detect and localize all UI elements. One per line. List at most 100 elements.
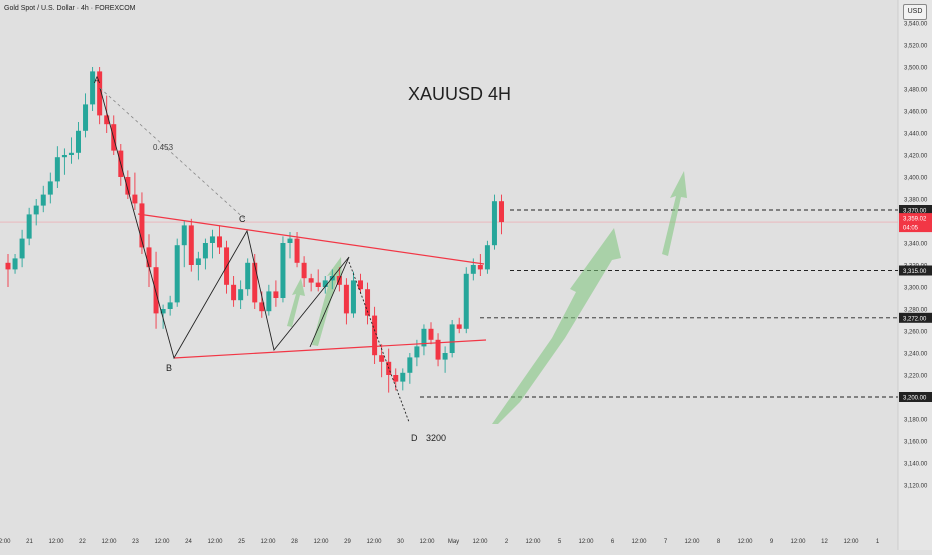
candle-body xyxy=(365,289,371,316)
candle-body xyxy=(315,282,321,287)
candle-body xyxy=(456,324,462,329)
candle-body xyxy=(90,71,96,105)
price-tag: 3,359.02 xyxy=(903,217,927,223)
candle-body xyxy=(470,265,476,274)
candle-body xyxy=(407,357,413,373)
x-tick-label: 9 xyxy=(770,539,774,545)
x-tick-label: 12:00 xyxy=(472,539,488,545)
x-tick-label: 12:00 xyxy=(525,539,541,545)
candle-body xyxy=(259,302,265,312)
label-a: A xyxy=(94,75,100,85)
x-tick-label: 12:00 xyxy=(578,539,594,545)
x-tick-label: 25 xyxy=(238,539,245,545)
candle-body xyxy=(19,238,25,259)
candle-body xyxy=(174,245,180,303)
candle-body xyxy=(202,243,208,259)
candle-body xyxy=(188,225,194,265)
candle-body xyxy=(26,214,32,239)
candle-body xyxy=(393,375,399,382)
y-tick-label: 3,460.00 xyxy=(904,110,928,116)
upper-trendline xyxy=(137,213,485,265)
x-tick-label: 8 xyxy=(717,539,721,545)
candle-body xyxy=(83,104,89,131)
x-tick-label: 12:00 xyxy=(366,539,382,545)
candle-body xyxy=(104,115,110,125)
candle-body xyxy=(400,372,406,382)
price-tag-bg xyxy=(899,265,932,276)
y-tick-label: 3,540.00 xyxy=(904,22,928,28)
x-tick-label: 23 xyxy=(132,539,139,545)
candle-body xyxy=(47,181,53,195)
candle-body xyxy=(266,291,272,312)
y-tick-label: 3,400.00 xyxy=(904,176,928,182)
candle-body xyxy=(484,245,490,270)
x-tick-label: 21 xyxy=(26,539,33,545)
label-d-value: 3200 xyxy=(426,433,446,443)
candle-body xyxy=(358,280,363,290)
candle-body xyxy=(54,157,60,182)
candle-body xyxy=(379,355,385,362)
candle-body xyxy=(414,346,420,358)
label-b: B xyxy=(166,363,172,373)
abcd-zigzag xyxy=(99,87,350,360)
y-tick-label: 3,380.00 xyxy=(904,198,928,204)
x-tick-label: 2 xyxy=(505,539,509,545)
candle-body xyxy=(308,278,314,283)
x-tick-label: 22 xyxy=(79,539,86,545)
x-tick-label: 12 xyxy=(821,539,828,545)
x-tick-label: 12:00 xyxy=(154,539,170,545)
price-tag-bg xyxy=(899,213,932,224)
y-tick-label: 3,140.00 xyxy=(904,462,928,468)
candle-body xyxy=(217,236,222,248)
y-tick-label: 3,280.00 xyxy=(904,308,928,314)
candle-body xyxy=(231,284,237,301)
x-tick-label: 5 xyxy=(558,539,562,545)
candle-body xyxy=(153,267,159,314)
candle-body xyxy=(343,284,349,314)
y-tick-label: 3,500.00 xyxy=(904,66,928,72)
candle-body xyxy=(5,262,11,270)
candle-body xyxy=(76,130,81,153)
candle-body xyxy=(499,201,504,223)
candle-body xyxy=(167,302,173,309)
currency-button[interactable]: USD xyxy=(903,4,927,20)
price-tag-bg xyxy=(899,312,932,323)
label-d: D xyxy=(411,433,418,443)
candle-body xyxy=(428,328,434,340)
y-tick-label: 3,220.00 xyxy=(904,374,928,380)
x-tick-label: 12:00 xyxy=(101,539,117,545)
x-tick-label: 12:00 xyxy=(419,539,435,545)
y-tick-label: 3,420.00 xyxy=(904,154,928,160)
candle-body xyxy=(40,194,46,206)
price-tag: 3,370.00 xyxy=(903,209,927,215)
candle-body xyxy=(160,309,166,314)
candle-body xyxy=(139,203,145,248)
x-tick-label: 6 xyxy=(611,539,615,545)
candle-body xyxy=(273,291,279,298)
candle-body xyxy=(68,152,74,155)
lower-trendline xyxy=(173,339,487,359)
candle-body xyxy=(33,205,39,215)
x-tick-label: 30 xyxy=(397,539,404,545)
candle-body xyxy=(350,280,356,314)
x-tick-label: 12:00 xyxy=(313,539,329,545)
y-tick-label: 3,480.00 xyxy=(904,88,928,94)
y-tick-label: 3,520.00 xyxy=(904,44,928,50)
price-tag-bg xyxy=(899,205,932,215)
projection-arrow-upper xyxy=(662,171,687,256)
candle-body xyxy=(181,225,187,246)
candle-body xyxy=(61,155,67,158)
x-tick-label: 12:00 xyxy=(684,539,700,545)
x-tick-label: 12:00 xyxy=(48,539,64,545)
x-tick-label: 12:00 xyxy=(790,539,806,545)
x-tick-label: 12:00 xyxy=(631,539,647,545)
candle-body xyxy=(463,273,469,329)
candle-body xyxy=(125,177,131,195)
candle-body xyxy=(477,265,483,270)
candle-body xyxy=(421,328,427,347)
x-tick-label: May xyxy=(448,539,459,545)
candle-body xyxy=(146,247,152,268)
candle-body xyxy=(252,262,258,303)
